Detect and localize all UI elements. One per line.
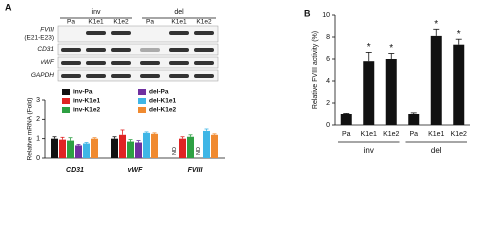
panel-label: A: [5, 2, 12, 12]
legend-swatch: [138, 89, 146, 95]
bar: [179, 138, 186, 158]
value-label: ND: [172, 147, 178, 155]
bar: [119, 134, 126, 158]
significance-label: *: [434, 19, 438, 30]
row-label: GAPDH: [31, 72, 54, 79]
significance-label: *: [367, 42, 371, 53]
row-label: FVIII: [40, 27, 54, 34]
lane-label: K1e2: [196, 19, 212, 26]
legend-swatch: [62, 107, 70, 113]
y-tick-label: 8: [326, 34, 330, 41]
condition-label: del: [174, 9, 184, 16]
bar: [143, 132, 150, 158]
x-tick-label: Pa: [409, 131, 418, 138]
lane-label: K1e1: [171, 19, 187, 26]
lane-label: Pa: [146, 19, 154, 26]
bar: [127, 141, 134, 158]
bar: [67, 140, 74, 158]
x-tick-label: K1e1: [428, 131, 444, 138]
lane-label: K1e1: [88, 19, 104, 26]
significance-label: *: [457, 29, 461, 40]
bar: [51, 138, 58, 158]
bar: [111, 138, 118, 158]
bar: [75, 145, 82, 158]
lane-label: K1e2: [113, 19, 129, 26]
y-tick-label: 0: [36, 155, 40, 162]
legend-swatch: [62, 98, 70, 104]
significance-label: *: [389, 43, 393, 54]
y-tick-label: 2: [326, 100, 330, 107]
value-label: ND: [196, 147, 202, 155]
y-tick-label: 6: [326, 56, 330, 63]
group-label: inv: [364, 146, 374, 155]
legend-label: inv-K1e2: [73, 107, 100, 114]
bar: [363, 61, 375, 125]
y-tick-label: 0: [326, 122, 330, 129]
y-tick-label: 1: [36, 136, 40, 143]
row-label: CD31: [37, 46, 54, 53]
x-tick-label: CD31: [66, 167, 84, 174]
bar: [135, 142, 142, 158]
y-axis-label: Relative FVIII activity (%): [312, 31, 319, 109]
x-tick-label: K1e2: [383, 131, 399, 138]
bar: [430, 35, 442, 125]
bar: [91, 138, 98, 158]
legend-swatch: [138, 98, 146, 104]
legend-label: del-K1e2: [149, 107, 176, 114]
bar: [151, 133, 158, 158]
x-tick-label: K1e1: [361, 131, 377, 138]
bar: [187, 136, 194, 158]
bar: [211, 134, 218, 158]
x-tick-label: K1e2: [451, 131, 467, 138]
group-label: del: [431, 146, 442, 155]
x-tick-label: FVIII: [188, 167, 204, 174]
bar: [340, 114, 352, 125]
legend-label: del-Pa: [149, 89, 169, 96]
bar: [59, 139, 66, 158]
x-tick-label: vWF: [128, 167, 144, 174]
bar: [83, 143, 90, 158]
legend-label: del-K1e1: [149, 98, 176, 105]
condition-label: inv: [92, 9, 101, 16]
blot: [57, 17, 219, 82]
legend-label: inv-Pa: [73, 89, 93, 96]
row-label: vWF: [41, 59, 55, 66]
legend-swatch: [62, 89, 70, 95]
panel-label: B: [304, 8, 311, 18]
bar: [453, 44, 465, 126]
legend-swatch: [138, 107, 146, 113]
bar: [408, 114, 420, 125]
bar: [385, 59, 397, 125]
lane-label: Pa: [67, 19, 75, 26]
x-tick-label: Pa: [342, 131, 351, 138]
y-tick-label: 2: [36, 116, 40, 123]
y-tick-label: 3: [36, 97, 40, 104]
legend-label: inv-K1e1: [73, 98, 100, 105]
y-axis-label: Relative mRNA (Fold): [27, 98, 34, 161]
row-sublabel: (E21-E23): [24, 35, 54, 42]
bar: [203, 130, 210, 158]
y-tick-label: 4: [326, 78, 330, 85]
y-tick-label: 10: [322, 12, 330, 19]
